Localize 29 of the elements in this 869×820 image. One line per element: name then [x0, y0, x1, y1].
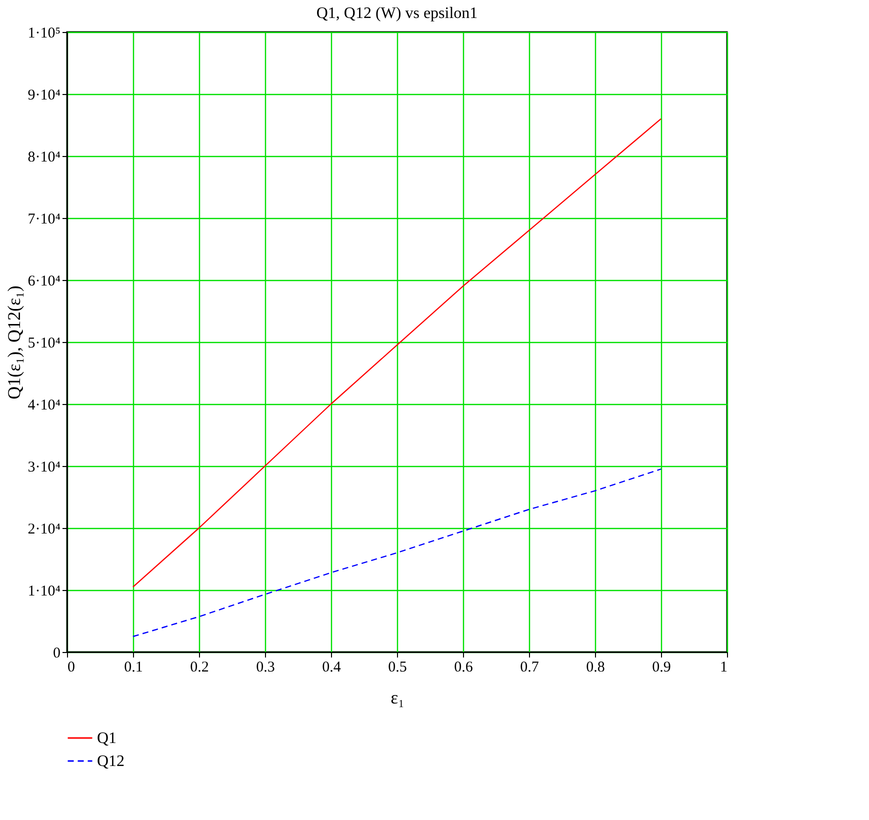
y-tick-label: 1·10⁴ — [28, 584, 60, 600]
x-tick-label: 0.7 — [520, 660, 540, 676]
x-tick-label: 0.6 — [454, 660, 474, 676]
x-tick-label: 1 — [720, 660, 728, 676]
line-series — [132, 468, 662, 638]
y-tick-label: 6·10⁴ — [28, 274, 60, 290]
y-tick-label: 7·10⁴ — [28, 212, 60, 228]
y-tick-label: 4·10⁴ — [28, 398, 60, 414]
legend-label: Q12 — [97, 753, 125, 770]
legend-label: Q1 — [97, 730, 117, 747]
x-tick-label: 0.5 — [388, 660, 407, 676]
y-tick-label: 3·10⁴ — [28, 460, 60, 476]
y-tick-label: 9·10⁴ — [28, 88, 60, 104]
x-tick-label: 0.1 — [124, 660, 143, 676]
x-tick-label: 0 — [68, 660, 75, 676]
y-axis-title: Q1(ε₁), Q12(ε₁) — [4, 286, 24, 400]
x-tick-label: 0.8 — [586, 660, 605, 676]
y-tick-label: 2·10⁴ — [28, 522, 60, 538]
y-tick-label: 5·10⁴ — [28, 336, 60, 352]
x-tick-label: 0.4 — [322, 660, 342, 676]
x-tick-label: 0.2 — [190, 660, 209, 676]
x-tick-label: 0.9 — [652, 660, 671, 676]
y-tick-label: 8·10⁴ — [28, 150, 60, 166]
x-axis-title: ε₁ — [390, 688, 404, 708]
x-tick-label: 0.3 — [256, 660, 275, 676]
y-tick-label: 0 — [53, 646, 60, 662]
chart-title: Q1, Q12 (W) vs epsilon1 — [316, 5, 478, 22]
line-series — [132, 118, 662, 588]
y-tick-label: 1·10⁵ — [28, 26, 60, 42]
